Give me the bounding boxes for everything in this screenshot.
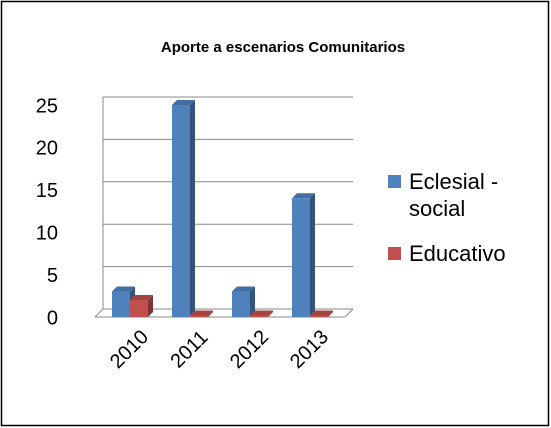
bar-top [292,193,315,199]
bar-top [172,100,195,105]
bar-top [190,310,213,316]
bar [130,300,148,317]
bar-top [130,295,153,301]
legend-item: Educativo [388,240,533,267]
bar-side [328,310,333,317]
chart-title: Aporte a escenarios Comunitarios [161,39,405,56]
y-tick-label: 25 [36,95,58,117]
y-tick-label: 10 [36,222,58,244]
y-tick-label: 0 [47,307,58,329]
legend: Eclesial - social Educativo [388,168,533,285]
bar-top [232,286,255,292]
floor-edge [94,308,104,318]
y-tick-label: 20 [36,138,58,160]
y-tick-label: 15 [36,180,58,202]
bar [172,105,190,317]
legend-item: Eclesial - social [388,168,533,222]
bar-side [250,286,255,317]
legend-swatch [388,247,401,260]
legend-swatch [388,175,401,188]
bar [310,315,328,317]
legend-label: Eclesial - social [409,169,499,221]
bar-top [112,286,135,292]
bar-side [148,295,153,317]
bar [190,315,208,317]
legend-label: Educativo [409,241,506,266]
bar-side [208,310,213,317]
y-tick-label: 5 [47,265,58,287]
bar [292,198,310,317]
bar-side [310,193,315,317]
floor-edge [344,308,354,318]
bar [112,291,130,317]
bar [250,315,268,317]
bar-side [190,100,195,317]
bar-top [250,310,273,316]
bar-side [268,310,273,317]
bar-top [310,310,333,316]
bar [232,291,250,317]
